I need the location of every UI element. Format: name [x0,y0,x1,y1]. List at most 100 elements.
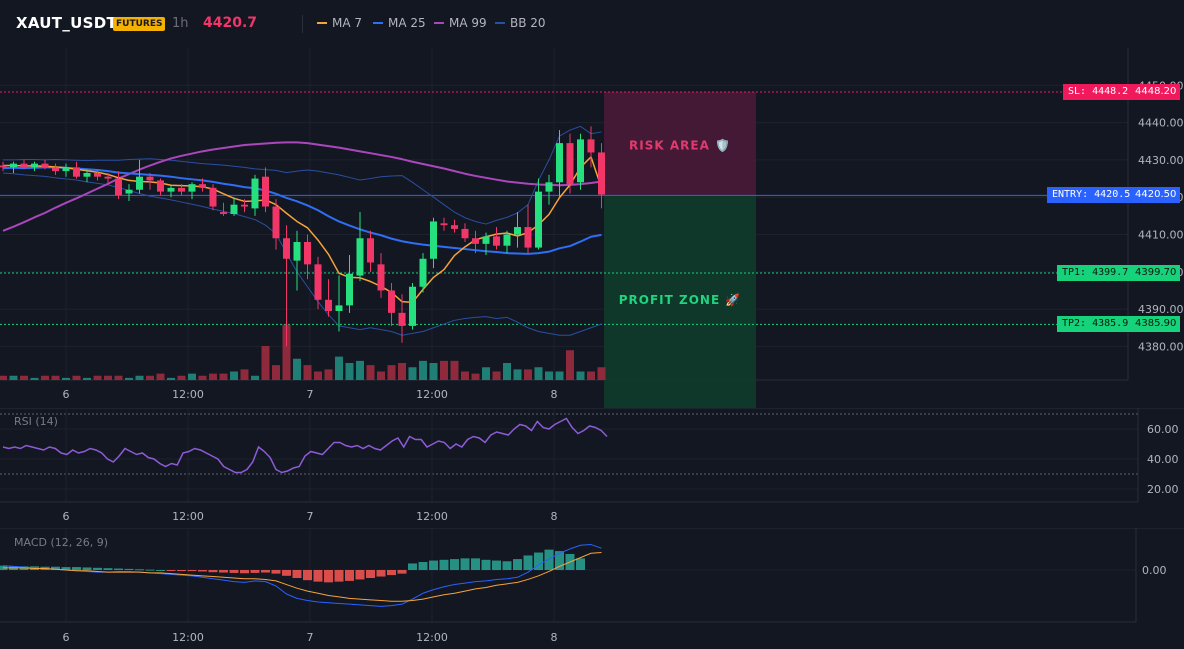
volume-bar [219,373,228,380]
candle-body [209,187,217,207]
price-tick-label: 4440.00 [1138,117,1184,130]
volume-bar [188,373,196,380]
candle-body [325,299,332,311]
candle-body [440,223,448,226]
volume-bar [9,375,18,380]
candle-body [10,163,17,168]
volume-bar [503,363,511,380]
macd-hist-bar [408,563,417,570]
volume-bar [240,369,249,380]
candle-body [272,206,280,239]
macd-hist-bar [450,559,459,570]
candle-body [451,225,458,229]
rsi-pane[interactable]: 20.00 40.00 60.00 6 12:00 7 12:00 8 [0,408,1184,528]
volume-bar [209,373,217,380]
candle-body [136,176,143,190]
volume-bar [272,365,280,380]
macd-hist-bar [93,567,102,570]
legend-bb20[interactable]: BB 20 [495,16,546,30]
candle-body [157,180,164,192]
volume-bar [387,365,396,380]
candle-body [335,305,343,311]
macd-hist-bar [544,549,554,570]
price-tick-label: 4410.00 [1138,229,1184,242]
signal-line [3,552,602,602]
candle-body [577,139,584,183]
time-tick-label: 6 [63,388,70,401]
macd-hist-bar [208,570,218,573]
candle-body [409,286,416,326]
volume-bar [482,367,490,380]
candle-body [167,187,175,192]
time-tick-label: 8 [551,388,558,401]
price-tick-label: 4390.00 [1138,303,1184,316]
volume-bar [282,324,291,380]
candle-body [461,228,469,239]
macd-time-tick-label: 8 [551,631,558,644]
last-price: 4420.7 [203,15,258,31]
rsi-grid [0,408,1184,503]
candle-body [388,290,395,313]
tp1-label[interactable]: TP1: 4399.7 [1057,264,1134,281]
price-axis[interactable]: 4380.004390.004400.004410.004420.004430.… [1138,79,1184,353]
macd-hist-bar [502,561,512,570]
candle-body [52,167,59,172]
candle-body [556,143,563,183]
macd-hist-bar [523,555,533,570]
macd-hist-bar [124,568,134,570]
macd-hist-bar [429,560,438,570]
candle-body [566,143,574,185]
ma99-line [2,141,602,232]
candle-body [346,273,353,306]
volume-bar [356,360,364,380]
macd-time-axis[interactable]: 6 12:00 7 12:00 8 [63,631,558,644]
macd-hist-bar [61,567,71,570]
legend-ma99-label: MA 99 [449,16,487,30]
rsi-time-axis[interactable]: 6 12:00 7 12:00 8 [63,510,558,523]
sl-label[interactable]: SL: 4448.2 [1063,84,1134,101]
bb-upper-line [3,125,602,225]
macd-hist-bar [261,570,270,573]
timeframe-selector[interactable]: 1h [172,16,189,31]
tp2-label[interactable]: TP2: 4385.9 [1057,316,1134,333]
symbol-name[interactable]: XAUT_USDT [16,14,117,32]
volume-bar [513,369,522,380]
macd-axis[interactable]: 0.00 [1142,564,1167,577]
volume-bar [72,375,81,380]
legend-ma25[interactable]: MA 25 [373,16,426,30]
legend-ma99[interactable]: MA 99 [434,16,487,30]
macd-time-tick-label: 6 [63,631,70,644]
volume-bar [198,375,207,380]
ma7-line [3,156,603,304]
volume-bar [261,346,270,380]
volume-bar [524,369,532,380]
candle-body [220,212,227,214]
macd-hist-bar [471,558,480,570]
volume-bar [440,360,448,380]
time-axis[interactable]: 6 12:00 7 12:00 8 [63,388,558,401]
volume-bar [461,371,469,380]
macd-pane[interactable]: 0.00 6 12:00 7 12:00 8 [0,528,1184,649]
candle-body [20,163,28,168]
macd-hist-bar [177,570,186,571]
macd-hist-bar [418,562,428,570]
volume-bar [303,365,312,380]
candle-body [514,227,521,235]
volume-bar [135,375,144,380]
volume-bar [335,356,343,380]
macd-hist-bar [229,570,239,573]
legend-ma7[interactable]: MA 7 [317,16,362,30]
ma25-line [2,166,602,255]
candle-body [188,184,196,192]
volume-bar [429,363,438,380]
candle-body [0,165,7,168]
price-pane[interactable]: RISK AREA 🛡️ PROFIT ZONE 🚀 4380.00 4390.0… [0,48,1184,408]
entry-price-tag: 4420.50 [1131,187,1181,204]
candle-body [146,176,154,181]
candle-body [94,172,101,177]
candle-body [598,152,605,195]
rsi-tick-label: 60.00 [1147,423,1179,436]
rsi-axis[interactable]: 20.00 40.00 60.00 [1147,423,1179,496]
entry-label[interactable]: ENTRY: 4420.5 [1047,187,1136,204]
macd-line [2,544,602,607]
